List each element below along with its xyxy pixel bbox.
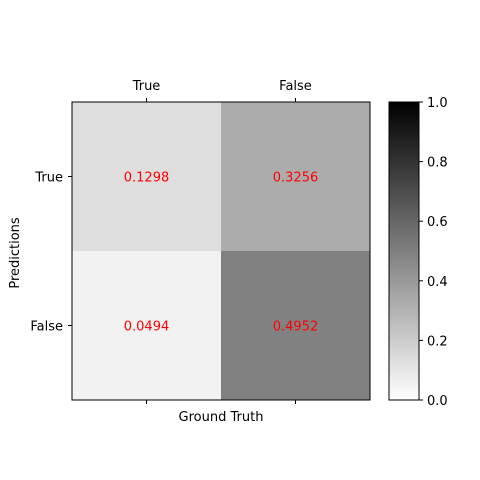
plot-frame	[71, 101, 371, 401]
x-axis-label: Ground Truth	[179, 410, 264, 425]
colorbar-tick-label: 0.0	[427, 394, 448, 409]
heatmap-value-label-1-0: 0.0494	[124, 320, 170, 335]
heatmap-cell-0-0	[72, 102, 221, 251]
colorbar-tick-label: 0.4	[427, 275, 448, 290]
colorbar-tick-label: 0.2	[427, 334, 448, 349]
colorbar	[388, 101, 420, 401]
heatmap-value-label-0-1: 0.3256	[273, 171, 319, 186]
y-tick-label: False	[30, 320, 63, 335]
colorbar-tick-label: 0.6	[427, 215, 448, 230]
heatmap-cell-0-1	[221, 102, 370, 251]
heatmap-cell-1-1	[221, 251, 370, 400]
heatmap-cells	[72, 102, 370, 400]
y-axis-ticks: True False	[30, 171, 72, 335]
y-axis-label: Predictions	[8, 217, 23, 289]
heatmap-value-label-0-0: 0.1298	[124, 171, 170, 186]
heatmap-value-label-1-1: 0.4952	[273, 320, 319, 335]
x-axis-ticks: True False	[132, 79, 312, 404]
x-tick-label: True	[132, 79, 161, 94]
colorbar-ticks: 0.0 0.2 0.4 0.6 0.8 1.0	[419, 96, 448, 409]
y-tick-label: True	[34, 171, 63, 186]
colorbar-tick-label: 1.0	[427, 96, 448, 111]
heatmap-cell-1-0	[72, 251, 221, 400]
x-tick-label: False	[279, 79, 312, 94]
heatmap-value-labels: 0.1298 0.3256 0.0494 0.4952	[124, 171, 319, 335]
colorbar-tick-label: 0.8	[427, 156, 448, 171]
